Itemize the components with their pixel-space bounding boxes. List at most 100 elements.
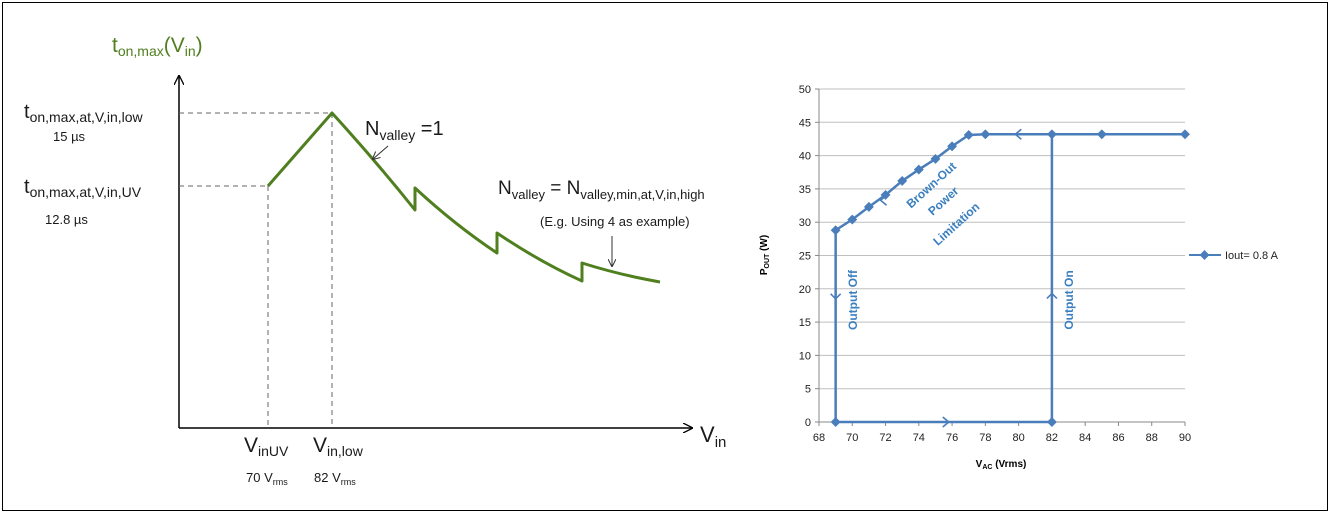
- pointer-nvalley-1: [373, 145, 389, 159]
- xlabel-sub: AC: [982, 464, 992, 471]
- data-point: [1096, 129, 1107, 140]
- ton-low-main: t: [24, 101, 30, 123]
- y-axis-title: ton,max(Vin): [112, 34, 203, 59]
- x-tick-label: 78: [979, 432, 991, 444]
- data-point: [847, 214, 858, 225]
- x-axis-title: VAC (Vrms): [976, 459, 1027, 471]
- x-tick-label: 72: [879, 432, 891, 444]
- series-iout-08: [830, 129, 1190, 236]
- legend-marker-dot: [1199, 250, 1210, 260]
- data-point: [863, 201, 874, 212]
- y-title-end: ): [196, 34, 203, 57]
- x-axis-label-vin: Vin: [700, 422, 726, 451]
- x-tick-label: 80: [1013, 432, 1025, 444]
- label-nvalley-1: Nvalley =1: [365, 118, 444, 143]
- vinlow-sub: in,low: [327, 443, 364, 459]
- y-tick-label: 40: [799, 151, 811, 163]
- vinuv-sub: inUV: [258, 443, 289, 459]
- nvalley-min-sub: valley: [512, 187, 546, 202]
- label-vinuv-value: 70 Vrms: [246, 470, 288, 487]
- nvalley1-tail: =1: [415, 118, 443, 140]
- nvalley1-main: N: [365, 118, 379, 140]
- label-ton-low-value: 15 µs: [53, 129, 86, 144]
- ton-uv-sub: on,max,at,V,in,UV: [30, 184, 142, 200]
- x-tick-label: 70: [846, 432, 858, 444]
- data-point: [980, 129, 991, 140]
- ton-low-sub: on,max,at,V,in,low: [30, 109, 144, 125]
- vinuv-value-main: 70 V: [246, 470, 273, 485]
- vinlow-main: V: [313, 434, 327, 457]
- x-tick-label: 88: [1146, 432, 1158, 444]
- hysteresis-loop: [830, 128, 1058, 428]
- xlabel-main: V: [976, 459, 983, 470]
- y-tick-label: 20: [799, 284, 811, 296]
- data-point: [830, 417, 841, 427]
- data-point: [880, 189, 891, 200]
- data-point: [830, 225, 841, 236]
- y-axis-title: POUT (W): [759, 235, 771, 275]
- ton-max-diagram: ton,max(Vin) ton,max,at,V,in,low 15 µs t…: [24, 34, 726, 487]
- x-tick-label: 82: [1046, 432, 1058, 444]
- nvalley1-sub: valley: [379, 127, 415, 143]
- data-point: [963, 130, 974, 140]
- gridlines: [815, 88, 1186, 426]
- y-tick-label: 30: [799, 217, 811, 229]
- y-tick-label: 10: [799, 350, 811, 362]
- series-line: [834, 133, 1185, 232]
- annotation-output-on: Output On: [1062, 270, 1076, 329]
- legend-label: Iout= 0.8 A: [1225, 250, 1279, 262]
- y-tick-label: 5: [805, 384, 811, 396]
- arrow-right-icon: [942, 416, 951, 428]
- y-title-tail: (V: [164, 34, 185, 57]
- arrow-down-icon: [830, 293, 842, 300]
- label-vinuv: VinUV: [244, 434, 289, 459]
- label-vinlow-value: 82 Vrms: [314, 470, 356, 487]
- ylabel-sub: OUT: [764, 253, 771, 269]
- legend: Iout= 0.8 A: [1189, 250, 1279, 262]
- y-tick-label: 25: [799, 251, 811, 263]
- vinlow-value-main: 82 V: [314, 470, 341, 485]
- y-tick-label: 50: [799, 84, 811, 96]
- label-ton-low: ton,max,at,V,in,low: [24, 101, 144, 125]
- y-tick-label: 0: [805, 417, 811, 429]
- x-tick-label: 86: [1112, 432, 1124, 444]
- label-ton-uv-value: 12.8 µs: [45, 212, 88, 227]
- x-tick-labels: 68 70 72 74 76 78 80 82 84 86 88 90: [813, 432, 1191, 444]
- data-point: [1046, 129, 1057, 140]
- label-example: (E.g. Using 4 as example): [540, 214, 690, 229]
- ton-uv-main: t: [24, 176, 30, 198]
- x-tick-label: 84: [1079, 432, 1091, 444]
- label-nvalley-min: Nvalley = Nvalley,min,at,V,in,high: [498, 178, 705, 202]
- data-point: [1046, 417, 1057, 427]
- nvalley-min-mid: = N: [545, 178, 580, 199]
- label-vinlow: Vin,low: [313, 434, 364, 459]
- vinuv-main: V: [244, 434, 258, 457]
- nvalley-min-mid-sub: valley,min,at,V,in,high: [580, 187, 704, 202]
- vinlow-value-sub: rms: [341, 477, 356, 487]
- data-point: [897, 175, 908, 186]
- y-title-sub: on,max: [118, 43, 164, 59]
- vin-sub: in: [715, 434, 727, 451]
- nvalley-min-main: N: [498, 178, 512, 199]
- arrow-up-icon: [1046, 292, 1058, 300]
- x-tick-label: 76: [946, 432, 958, 444]
- data-point: [947, 141, 958, 152]
- ton-max-curve: [266, 111, 661, 284]
- y-tick-label: 15: [799, 317, 811, 329]
- y-tick-label: 45: [799, 117, 811, 129]
- ylabel-main: P: [759, 268, 770, 275]
- data-point: [930, 153, 941, 164]
- label-ton-uv: ton,max,at,V,in,UV: [24, 176, 142, 200]
- annotation-output-off: Output Off: [846, 269, 860, 330]
- y-title-main: t: [112, 34, 118, 57]
- y-title-tail-sub: in: [185, 43, 196, 59]
- x-tick-label: 68: [813, 432, 825, 444]
- data-point: [913, 164, 924, 175]
- x-tick-label: 90: [1179, 432, 1191, 444]
- vin-main: V: [700, 422, 715, 447]
- y-tick-labels: 0 5 10 15 20 25 30 35 40 45 50: [799, 84, 811, 429]
- vinuv-value-sub: rms: [273, 477, 288, 487]
- ylabel-tail: (W): [759, 235, 770, 254]
